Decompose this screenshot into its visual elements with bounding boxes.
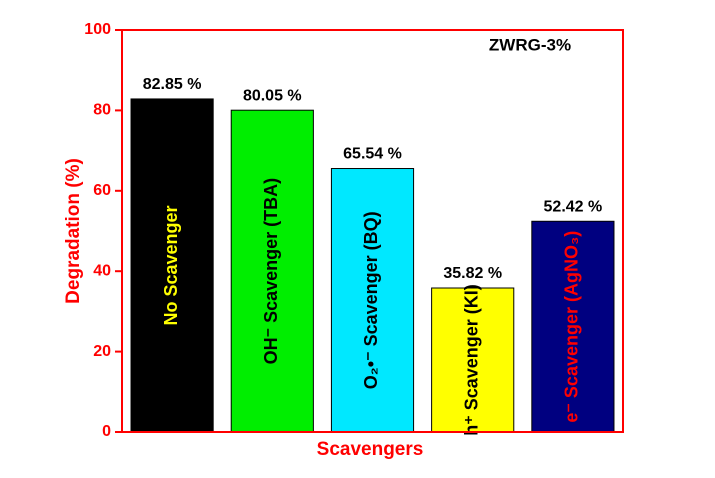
value-label: 80.05 %	[243, 87, 302, 104]
bar	[230, 109, 314, 433]
bar	[330, 168, 415, 433]
category-label: e⁻ Scavenger (AgNO₃)	[562, 231, 582, 423]
y-tick-label: 100	[84, 21, 111, 38]
category-label: No Scavenger	[161, 205, 181, 325]
value-label: 35.82 %	[443, 265, 502, 282]
category-label: OH⁻ Scavenger (TBA)	[261, 178, 281, 365]
bar	[431, 287, 515, 433]
y-tick-label: 80	[93, 102, 111, 119]
y-axis-label: Degradation (%)	[63, 158, 84, 304]
value-label: 82.85 %	[143, 76, 202, 93]
annotation: ZWRG-3%	[489, 35, 571, 54]
category-label: O₂•⁻ Scavenger (BQ)	[361, 211, 381, 389]
y-tick-label: 40	[93, 262, 111, 279]
x-axis-label: Scavengers	[317, 439, 424, 460]
value-label: 52.42 %	[544, 198, 603, 215]
bar	[531, 220, 615, 433]
y-tick-label: 60	[93, 182, 111, 199]
category-label: h⁺ Scavenger (KI)	[461, 284, 481, 436]
plot-frame	[121, 29, 624, 433]
y-tick-label: 0	[102, 423, 111, 440]
y-tick-label: 20	[93, 343, 111, 360]
value-label: 65.54 %	[343, 146, 402, 163]
